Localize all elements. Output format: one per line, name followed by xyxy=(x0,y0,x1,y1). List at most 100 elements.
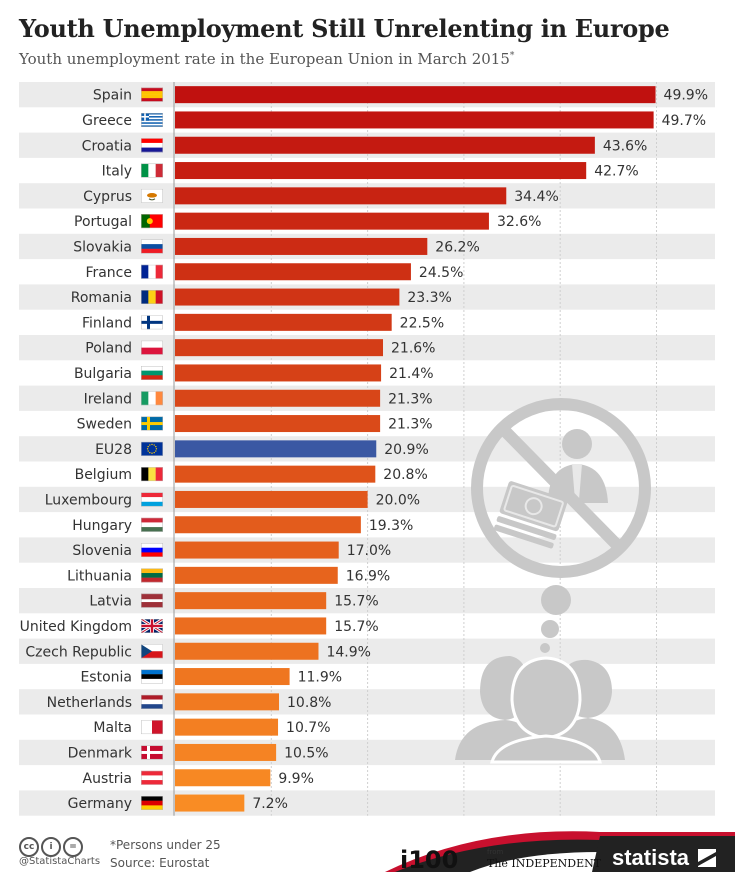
bar-lithuania xyxy=(175,566,338,584)
country-label: Hungary xyxy=(72,518,132,534)
bar-slovakia xyxy=(175,237,428,255)
value-label: 14.9% xyxy=(326,644,370,660)
statista-logo-icon xyxy=(698,849,716,867)
bar-hungary xyxy=(175,516,361,534)
value-label: 21.3% xyxy=(388,391,432,407)
country-label: Portugal xyxy=(74,214,132,230)
row-background xyxy=(19,790,715,816)
bar-netherlands xyxy=(175,693,280,711)
country-label: Malta xyxy=(93,720,132,736)
country-label: Romania xyxy=(71,290,132,306)
flags xyxy=(141,87,163,811)
flag-icon xyxy=(141,669,163,684)
bar-denmark xyxy=(175,743,277,761)
subtitle-text: Youth unemployment rate in the European … xyxy=(19,50,510,68)
value-label: 32.6% xyxy=(497,214,541,230)
flag-icon xyxy=(141,720,163,735)
cc-icon: cc xyxy=(19,837,39,857)
value-label: 21.6% xyxy=(391,341,435,357)
flag-icon xyxy=(141,593,163,608)
country-label: Cyprus xyxy=(83,189,132,205)
country-label: Luxembourg xyxy=(45,492,132,508)
bar-france xyxy=(175,263,411,281)
flag-icon xyxy=(141,644,163,659)
bar-ireland xyxy=(175,389,381,407)
bar-belgium xyxy=(175,465,376,483)
i100-text: i100 xyxy=(400,846,459,874)
from-label: from xyxy=(487,848,504,856)
by-icon: i xyxy=(41,837,61,857)
value-label: 10.5% xyxy=(284,745,328,761)
country-label: Greece xyxy=(82,113,132,129)
subtitle-footnote-mark: * xyxy=(509,51,515,61)
row-background xyxy=(19,588,715,614)
flag-icon xyxy=(141,264,163,279)
bar-greece xyxy=(175,111,654,129)
flag-icon xyxy=(141,87,163,102)
value-label: 23.3% xyxy=(407,290,451,306)
bar-finland xyxy=(175,313,392,331)
country-label: EU28 xyxy=(95,442,132,458)
value-label: 26.2% xyxy=(435,239,479,255)
value-labels: 49.9% 49.7% 43.6% 42.7% 34.4% 32.6% 26.2% 24.5%… xyxy=(252,88,708,812)
flag-icon xyxy=(141,492,163,507)
bar-czech-republic xyxy=(175,642,319,660)
twitter-handle: @StatistaCharts xyxy=(19,856,101,867)
country-label: Austria xyxy=(83,771,132,787)
flag-icon xyxy=(141,214,163,229)
bar-luxembourg xyxy=(175,490,368,508)
flag-icon xyxy=(141,416,163,431)
value-label: 22.5% xyxy=(400,315,444,331)
country-labels: Spain Greece Croatia Italy Cyprus Portugal Slo… xyxy=(20,88,133,812)
value-label: 20.8% xyxy=(383,467,427,483)
flag-icon xyxy=(141,770,163,785)
value-label: 34.4% xyxy=(514,189,558,205)
flag-icon xyxy=(141,543,163,558)
flag-icon xyxy=(141,163,163,178)
flag-icon xyxy=(141,441,163,456)
flag-icon xyxy=(141,239,163,254)
value-label: 15.7% xyxy=(334,594,378,610)
bar-estonia xyxy=(175,668,290,686)
bar-romania xyxy=(175,288,400,306)
flag-icon xyxy=(141,340,163,355)
country-label: Bulgaria xyxy=(74,366,132,382)
value-label: 21.3% xyxy=(388,417,432,433)
flag-icon xyxy=(141,796,163,811)
flag-icon xyxy=(141,112,163,127)
bar-spain xyxy=(175,86,656,104)
value-label: 11.9% xyxy=(298,670,342,686)
country-label: Slovenia xyxy=(72,543,132,559)
country-label: Netherlands xyxy=(47,695,132,711)
country-label: Czech Republic xyxy=(25,644,132,660)
thought-bubble-icon xyxy=(540,585,571,653)
bar-austria xyxy=(175,769,271,787)
bar-eu28 xyxy=(175,440,377,458)
value-label: 24.5% xyxy=(419,265,463,281)
bar-italy xyxy=(175,162,587,180)
bar-sweden xyxy=(175,415,381,433)
value-label: 42.7% xyxy=(594,164,638,180)
value-label: 10.8% xyxy=(287,695,331,711)
nd-icon: = xyxy=(63,837,83,857)
value-label: 43.6% xyxy=(603,138,647,154)
country-label: Spain xyxy=(93,88,132,104)
value-label: 19.3% xyxy=(369,518,413,534)
value-label: 21.4% xyxy=(389,366,433,382)
country-label: Sweden xyxy=(77,417,132,433)
footnote: *Persons under 25 xyxy=(110,838,221,852)
chart-title: Youth Unemployment Still Unrelenting in … xyxy=(19,14,670,43)
value-label: 20.9% xyxy=(384,442,428,458)
source-note: Source: Eurostat xyxy=(110,856,210,870)
flag-icon xyxy=(141,365,163,380)
bars xyxy=(175,86,656,812)
gridlines xyxy=(173,82,657,816)
license-icons: cc i = xyxy=(19,834,85,857)
country-label: France xyxy=(85,265,132,281)
country-label: Latvia xyxy=(89,594,132,610)
flag-icon xyxy=(141,568,163,583)
flag-icon xyxy=(141,517,163,532)
country-label: Italy xyxy=(102,164,132,180)
footer-band xyxy=(385,831,735,872)
country-label: Belgium xyxy=(75,467,132,483)
